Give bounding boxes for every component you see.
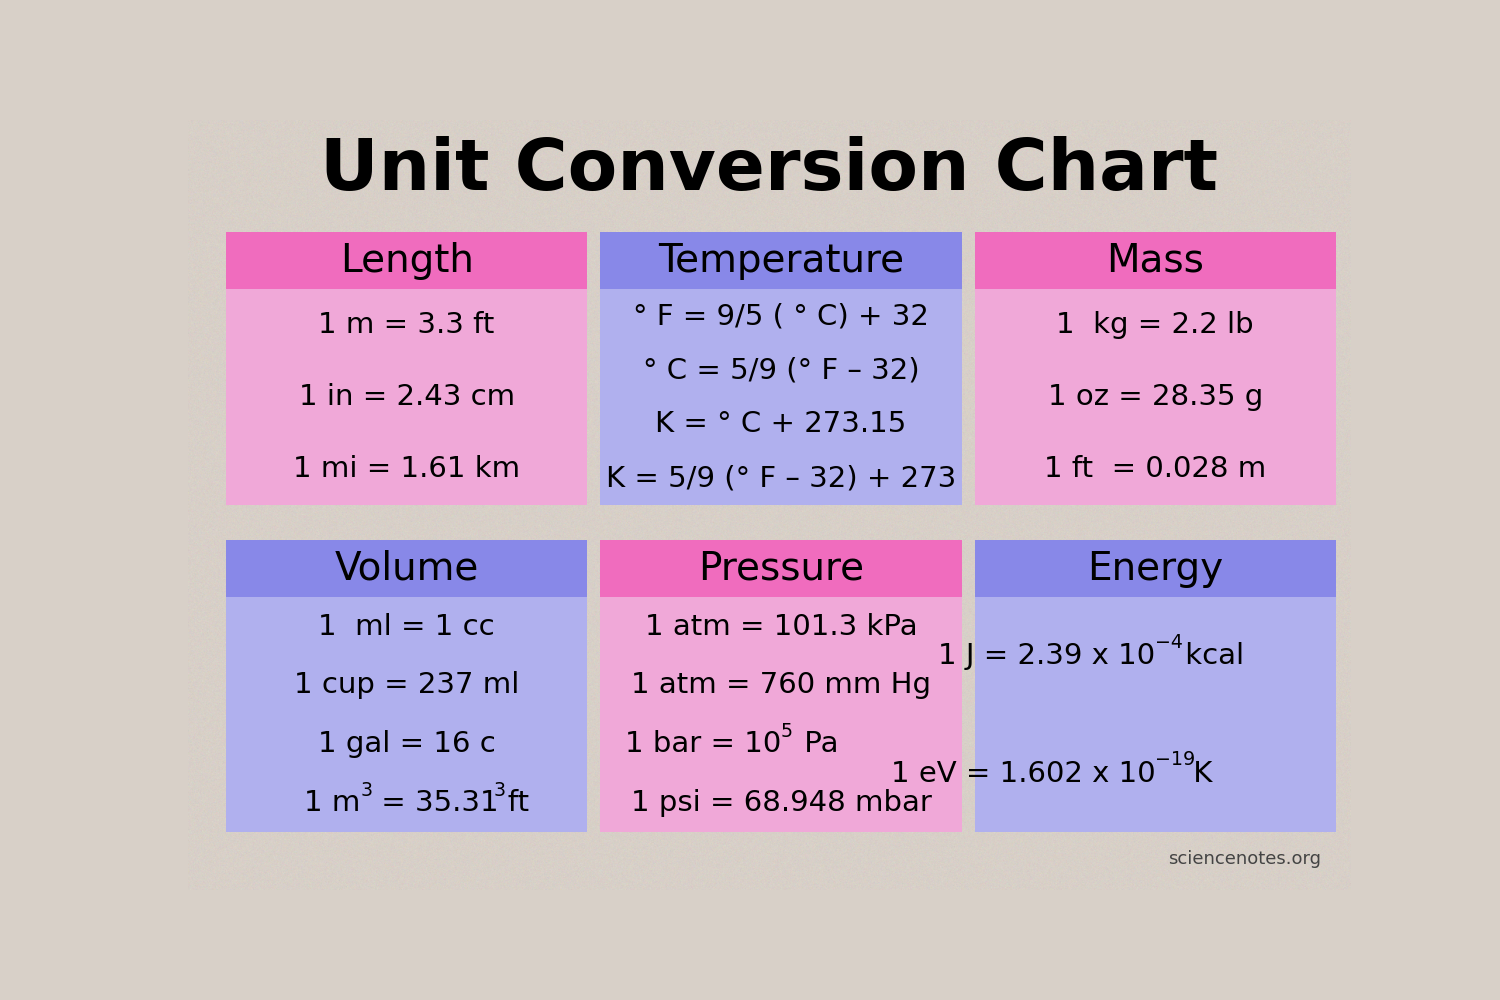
Text: −4: −4 [1155, 633, 1184, 652]
Text: 1 gal = 16 c: 1 gal = 16 c [318, 730, 495, 758]
Bar [226, 232, 588, 289]
Text: ° C = 5/9 (° F – 32): ° C = 5/9 (° F – 32) [642, 356, 920, 384]
Text: Volume: Volume [334, 550, 478, 588]
Text: 1  kg = 2.2 lb: 1 kg = 2.2 lb [1056, 311, 1254, 339]
Bar [600, 232, 962, 505]
Text: 3: 3 [360, 781, 372, 800]
Text: Energy: Energy [1088, 550, 1224, 588]
Bar [600, 232, 962, 289]
Text: 3: 3 [494, 781, 506, 800]
Text: 1 ft  = 0.028 m: 1 ft = 0.028 m [1044, 455, 1266, 483]
Text: kcal: kcal [1176, 642, 1245, 670]
Bar [600, 540, 962, 832]
Bar [975, 540, 1336, 832]
Text: 1 m: 1 m [304, 789, 360, 817]
Text: −19: −19 [1155, 750, 1196, 769]
Text: Pa: Pa [795, 730, 838, 758]
Bar [975, 232, 1336, 289]
Text: 1 mi = 1.61 km: 1 mi = 1.61 km [292, 455, 520, 483]
Text: 1 in = 2.43 cm: 1 in = 2.43 cm [298, 383, 514, 411]
Text: Length: Length [339, 242, 474, 280]
Text: Temperature: Temperature [658, 242, 904, 280]
Text: 1 J = 2.39 x 10: 1 J = 2.39 x 10 [938, 642, 1155, 670]
Text: K = ° C + 273.15: K = ° C + 273.15 [656, 410, 906, 438]
Text: 5: 5 [782, 722, 794, 741]
Text: 1 atm = 760 mm Hg: 1 atm = 760 mm Hg [632, 671, 932, 699]
Bar [226, 540, 588, 597]
Bar [975, 232, 1336, 505]
Text: ° F = 9/5 ( ° C) + 32: ° F = 9/5 ( ° C) + 32 [633, 302, 928, 330]
Bar [226, 232, 588, 505]
Text: Unit Conversion Chart: Unit Conversion Chart [320, 136, 1218, 205]
Text: 1 eV = 1.602 x 10: 1 eV = 1.602 x 10 [891, 760, 1155, 788]
Text: = 35.31 ft: = 35.31 ft [372, 789, 530, 817]
Text: 1 oz = 28.35 g: 1 oz = 28.35 g [1047, 383, 1263, 411]
Text: 1  ml = 1 cc: 1 ml = 1 cc [318, 613, 495, 641]
Text: sciencenotes.org: sciencenotes.org [1168, 850, 1322, 868]
Bar [226, 540, 588, 832]
Text: K = 5/9 (° F – 32) + 273: K = 5/9 (° F – 32) + 273 [606, 464, 956, 492]
Text: Mass: Mass [1107, 242, 1204, 280]
Text: 1 psi = 68.948 mbar: 1 psi = 68.948 mbar [630, 789, 932, 817]
Text: K: K [1185, 760, 1212, 788]
Bar [600, 540, 962, 597]
Text: 1 cup = 237 ml: 1 cup = 237 ml [294, 671, 519, 699]
Bar [975, 540, 1336, 597]
Text: 1 bar = 10: 1 bar = 10 [624, 730, 782, 758]
Text: 1 atm = 101.3 kPa: 1 atm = 101.3 kPa [645, 613, 918, 641]
Text: 1 m = 3.3 ft: 1 m = 3.3 ft [318, 311, 495, 339]
Text: 1 J = 2.39 x 10 kcal: 1 J = 2.39 x 10 kcal [1013, 642, 1298, 670]
Text: Pressure: Pressure [698, 550, 864, 588]
